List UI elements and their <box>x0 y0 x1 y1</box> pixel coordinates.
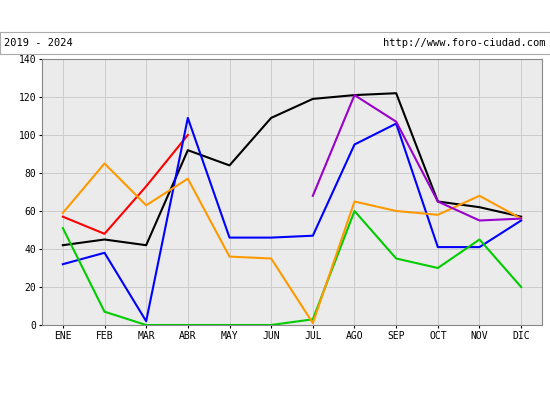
Text: 2019 - 2024: 2019 - 2024 <box>4 38 73 48</box>
Text: Evolucion Nº Turistas Extranjeros en el municipio de Tíjola: Evolucion Nº Turistas Extranjeros en el … <box>28 9 522 23</box>
Text: http://www.foro-ciudad.com: http://www.foro-ciudad.com <box>383 38 546 48</box>
